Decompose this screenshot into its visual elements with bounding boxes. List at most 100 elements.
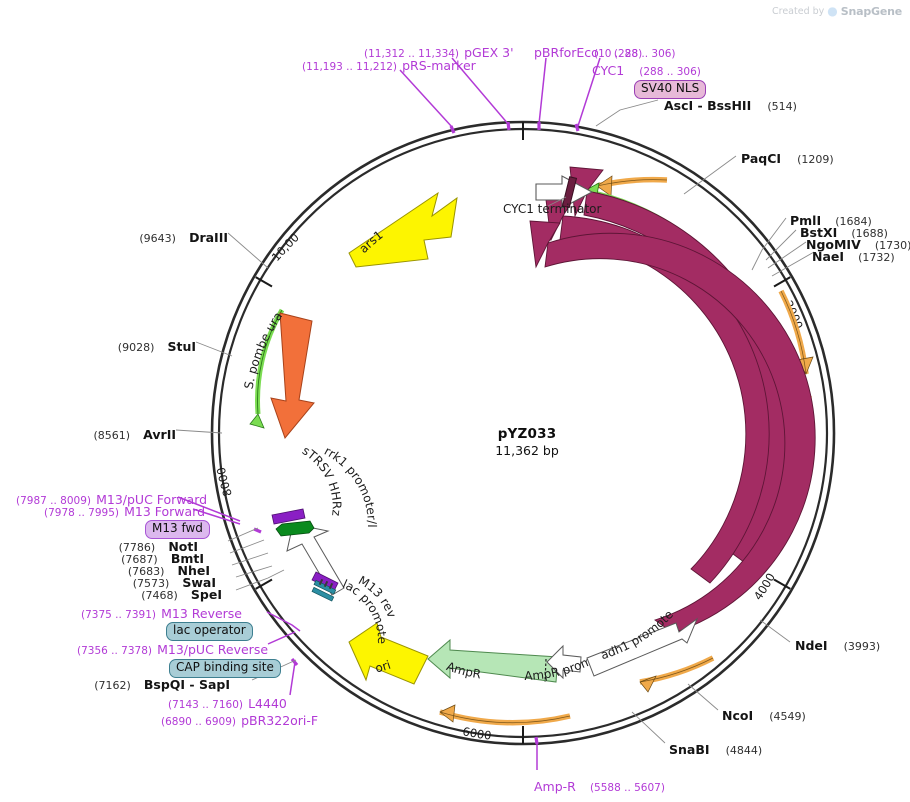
enzyme-pos: (7162)	[94, 679, 131, 692]
badge-m13-fwd[interactable]: M13 fwd	[145, 519, 210, 539]
primer-label-prs-marker[interactable]: (11,193 .. 11,212) pRS-marker	[302, 57, 476, 74]
tick-label-6000: 6000	[461, 724, 492, 742]
primer-name: M13/pUC Forward	[96, 492, 208, 507]
enzyme-name: BmtI	[170, 551, 204, 566]
primer-label-pgex-3[interactable]: (11,312 .. 11,334) pGEX 3'	[364, 44, 514, 61]
primer-label-l4440[interactable]: (7143 .. 7160) L4440	[168, 695, 287, 712]
ori-arrow	[348, 622, 429, 685]
enzyme-pos: (1688)	[851, 227, 888, 240]
primer-pos: (11,193 .. 11,212)	[302, 61, 398, 73]
primer-label-pbrforeco[interactable]: pBRforEco (288 .. 306)	[534, 44, 676, 61]
enzyme-label-swai[interactable]: (7573) SwaI	[0, 574, 216, 591]
primer-name: L4440	[248, 696, 287, 711]
primer-label-cyc1[interactable]: CYC1 (288 .. 306)	[592, 62, 701, 79]
enzyme-label-noti[interactable]: (7786) NotI	[0, 538, 198, 555]
enzyme-label-spei[interactable]: (7468) SpeI	[0, 586, 222, 603]
cas9-arrows	[529, 166, 816, 634]
primer-label-amp-r[interactable]: Amp-R (5588 .. 5607)	[534, 778, 665, 795]
enzyme-name: SpeI	[190, 587, 222, 602]
primer-pos: (6890 .. 6909)	[161, 716, 236, 728]
enzyme-pos: (7683)	[127, 565, 165, 578]
primer-label-m13-puc-reverse[interactable]: (7356 .. 7378) M13/pUC Reverse	[77, 641, 268, 658]
enzyme-pos: (1684)	[835, 215, 872, 228]
enzyme-label-bspqi-sapi[interactable]: (7162) BspQI - SapI	[0, 676, 230, 693]
primer-name: pBR322ori-F	[241, 713, 319, 728]
enzyme-label-pmli[interactable]: PmlI (1684)	[790, 212, 872, 229]
enzyme-label-ngomiv[interactable]: NgoMIV (1730)	[806, 236, 910, 253]
badge-lac-operator[interactable]: lac operator	[166, 621, 253, 641]
cas9-arc-label-3: Cas9	[383, 322, 413, 354]
cyc1-terminator-arrow	[535, 175, 594, 209]
badge-label: SV40 NLS	[634, 80, 707, 99]
enzyme-pos: (3993)	[843, 640, 881, 653]
primer-label-pbrforeco-pos: (10 .. 28)	[594, 44, 642, 61]
primer-pos: (288 .. 306)	[613, 48, 676, 60]
ori-arc-label: ori	[374, 658, 393, 676]
enzyme-pos: (7786)	[118, 541, 156, 554]
enzyme-name: BstXI	[800, 225, 838, 240]
watermark-prefix: Created by	[772, 5, 825, 17]
primer-label-m13-forward[interactable]: (7978 .. 7995) M13 Forward	[44, 503, 205, 520]
badge-label: M13 fwd	[145, 520, 210, 539]
enzyme-pos: (1209)	[797, 153, 834, 166]
adh1-promoter-arrow	[586, 617, 699, 677]
badge-cap-binding-site[interactable]: CAP binding site	[169, 658, 281, 678]
enzyme-label-naei[interactable]: NaeI (1732)	[812, 248, 895, 265]
primer-label-pbr322ori-f[interactable]: (6890 .. 6909) pBR322ori-F	[161, 712, 318, 729]
enzyme-label-ndei[interactable]: NdeI (3993)	[795, 637, 880, 654]
svg-text:6000: 6000	[461, 724, 492, 742]
enzyme-pos: (9643)	[139, 232, 176, 245]
enzyme-label-bmti[interactable]: (7687) BmtI	[0, 550, 204, 567]
primer-pos: (288 .. 306)	[639, 66, 701, 78]
lac-region-blocks	[311, 571, 339, 602]
primer-label-m13-puc-forward[interactable]: (7987 .. 8009) M13/pUC Forward	[16, 491, 207, 508]
enzyme-name: NotI	[168, 539, 198, 554]
enzyme-label-avrii[interactable]: (8561) AvrII	[0, 426, 176, 443]
badge-sv40-nls[interactable]: SV40 NLS	[634, 79, 707, 99]
cas9-arc-label-1: Cas9	[329, 293, 358, 325]
rrk1-arc-label: rrk1 promoter/leader	[0, 0, 379, 528]
enzyme-name: NdeI	[795, 638, 828, 653]
enzyme-label-nhei[interactable]: (7683) NheI	[0, 562, 210, 579]
primer-pos: (7143 .. 7160)	[168, 699, 243, 711]
enzyme-label-draiii[interactable]: (9643) DraIII	[0, 229, 228, 246]
enzyme-label-ncoi[interactable]: NcoI (4549)	[722, 707, 806, 724]
enzyme-name: PaqCI	[741, 151, 782, 166]
snapgene-drop-icon: ●	[827, 4, 838, 18]
enzyme-name: DraIII	[189, 230, 228, 245]
ars1-arrow	[348, 191, 458, 268]
enzyme-name: SwaI	[182, 575, 216, 590]
primer-pos: (5588 .. 5607)	[589, 782, 665, 794]
primer-name: M13 Reverse	[161, 606, 243, 621]
enzyme-name: NgoMIV	[806, 237, 861, 252]
enzyme-name: PmlI	[790, 213, 822, 228]
enzyme-label-bstxi[interactable]: BstXI (1688)	[800, 224, 888, 241]
enzyme-pos: (1730)	[874, 239, 910, 252]
enzyme-label-asci-bsshii[interactable]: AscI - BssHII (514)	[664, 97, 797, 114]
watermark-brand: SnapGene	[840, 4, 902, 18]
primer-name: M13/pUC Reverse	[157, 642, 269, 657]
svg-text:10,000: 10,000	[0, 0, 302, 264]
primer-pos: (11,312 .. 11,334)	[364, 48, 460, 60]
enzyme-label-snabi[interactable]: SnaBI (4844)	[669, 741, 762, 758]
plasmid-name: pYZ033	[497, 426, 557, 442]
enzyme-label-paqci[interactable]: PaqCI (1209)	[741, 150, 834, 167]
hhrz-blocks	[271, 508, 315, 537]
enzyme-name: NaeI	[812, 249, 845, 264]
primer-name: pBRforEco	[534, 45, 599, 60]
enzyme-label-stui[interactable]: (9028) StuI	[0, 338, 196, 355]
primer-name: Amp-R	[534, 779, 576, 794]
cas9-arc-label-2: Cas9	[356, 308, 386, 340]
primer-pos: (10 .. 28)	[594, 48, 643, 60]
primer-name: M13 Forward	[124, 504, 206, 519]
rrk1-promoter-arrow	[286, 523, 345, 596]
primer-leader-lines	[177, 57, 601, 770]
enzyme-name: NcoI	[722, 708, 754, 723]
enzyme-pos: (4844)	[725, 744, 763, 757]
enzyme-name: AscI - BssHII	[664, 98, 752, 113]
primer-pos: (7987 .. 8009)	[16, 495, 91, 507]
primer-label-m13-reverse[interactable]: (7375 .. 7391) M13 Reverse	[81, 605, 242, 622]
enzyme-leader-lines	[175, 87, 815, 744]
